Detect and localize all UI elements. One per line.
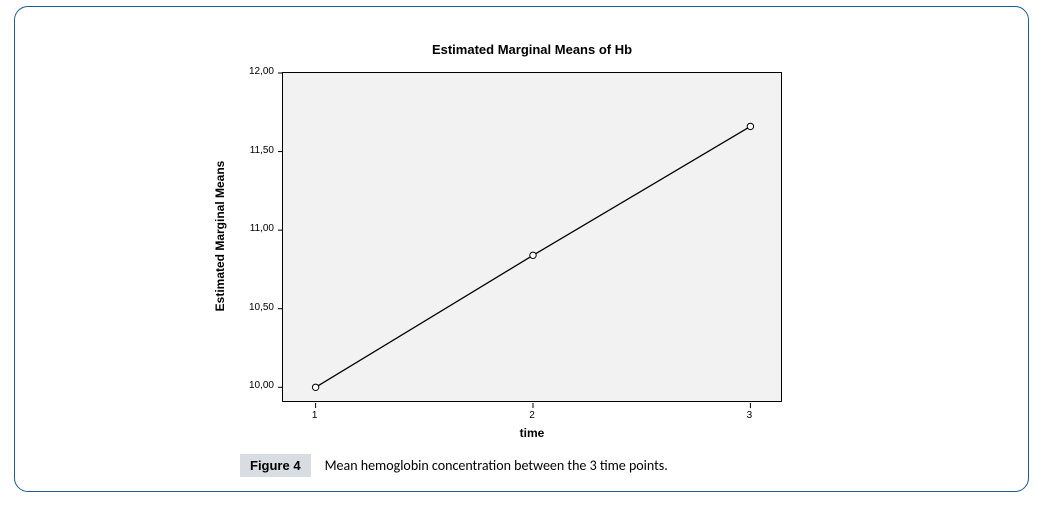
figure-badge: Figure 4 [240,454,311,477]
y-tick-label: 10,50 [224,302,274,313]
chart-svg [283,73,783,403]
figure-caption: Figure 4 Mean hemoglobin concentration b… [240,454,668,477]
y-axis-label: Estimated Marginal Means [213,71,227,401]
x-axis-label: time [282,426,782,440]
chart-title: Estimated Marginal Means of Hb [282,42,782,57]
x-tick-label: 3 [739,410,759,421]
y-tick-label: 12,00 [224,66,274,77]
x-tick-label: 1 [305,410,325,421]
plot-area [282,72,782,402]
y-tick-label: 10,00 [224,380,274,391]
figure-caption-text: Mean hemoglobin concentration between th… [325,457,668,474]
y-tick-label: 11,50 [224,145,274,156]
x-tick-label: 2 [522,410,542,421]
y-tick-label: 11,00 [224,223,274,234]
